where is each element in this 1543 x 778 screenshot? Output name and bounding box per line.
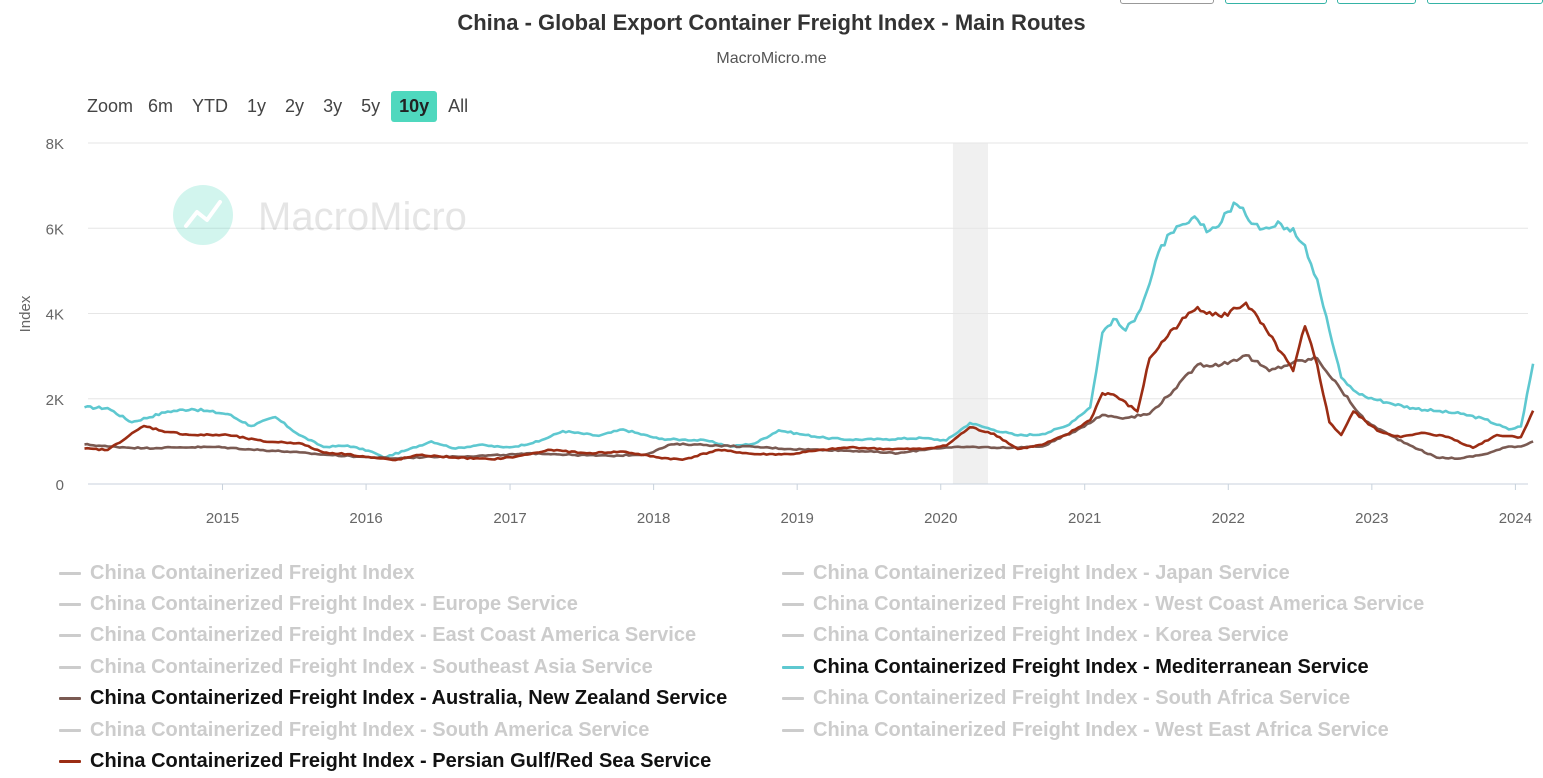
x-tick-label: 2017 xyxy=(493,510,526,527)
chart-subtitle: MacroMicro.me xyxy=(716,50,827,67)
zoom-ytd-button[interactable]: YTD xyxy=(192,96,229,116)
x-tick-label: 2015 xyxy=(206,510,239,527)
legend-item[interactable]: China Containerized Freight Index - West… xyxy=(782,590,1424,618)
legend-item[interactable]: China Containerized Freight Index - East… xyxy=(59,622,696,650)
legend-label: China Containerized Freight Index - Sout… xyxy=(813,687,1351,710)
legend-label: China Containerized Freight Index - Sout… xyxy=(90,718,650,741)
legend-item[interactable]: China Containerized Freight Index - Pers… xyxy=(59,747,711,775)
legend-swatch xyxy=(782,634,804,638)
zoom-2y-button[interactable]: 2y xyxy=(285,96,305,116)
zoom-6m-button[interactable]: 6m xyxy=(148,96,174,116)
legend-label: China Containerized Freight Index - West… xyxy=(813,592,1425,615)
legend-item[interactable]: China Containerized Freight Index - Sout… xyxy=(59,653,653,681)
legend-label: China Containerized Freight Index - Pers… xyxy=(90,749,712,772)
toolbar-button-1[interactable] xyxy=(1120,0,1214,4)
y-tick-label: 4K xyxy=(46,307,64,324)
legend-swatch xyxy=(782,665,804,669)
x-tick-label: 2021 xyxy=(1068,510,1101,527)
legend-label: China Containerized Freight Index - East… xyxy=(90,624,697,647)
watermark-logo: MacroMicro xyxy=(173,185,467,245)
legend-swatch xyxy=(59,697,81,701)
x-tick-label: 2020 xyxy=(924,510,957,527)
macromicro-logo-icon xyxy=(173,185,233,245)
x-tick-label: 2019 xyxy=(780,510,813,527)
legend-swatch xyxy=(782,728,804,732)
series-line-3 xyxy=(84,301,1535,462)
watermark-text: MacroMicro xyxy=(258,195,467,239)
zoom-all-button[interactable]: All xyxy=(448,96,469,116)
trend-line-icon xyxy=(184,200,222,228)
legend-label: China Containerized Freight Index - Euro… xyxy=(90,592,578,615)
x-tick-label: 2024 xyxy=(1499,510,1532,527)
legend-swatch xyxy=(59,665,81,669)
toolbar-button-2[interactable] xyxy=(1225,0,1327,4)
x-tick-label: 2023 xyxy=(1355,510,1388,527)
toolbar-button-3[interactable] xyxy=(1337,0,1416,4)
legend-item[interactable]: China Containerized Freight Index - Kore… xyxy=(782,622,1289,650)
chart-plot[interactable]: 0 2K 4K 6K 8K 2015 2016 2017 2018 2019 2020 2021 202… xyxy=(0,0,1543,555)
legend-swatch xyxy=(59,634,81,638)
legend-label: China Containerized Freight Index - Japa… xyxy=(813,561,1290,584)
zoom-selector: Zoom 6m YTD 1y 2y 3y 5y 10y All xyxy=(80,91,479,122)
x-tick-label: 2016 xyxy=(349,510,382,527)
legend-item[interactable]: China Containerized Freight Index - Sout… xyxy=(59,716,649,744)
zoom-10y-button[interactable]: 10y xyxy=(391,91,438,122)
y-tick-label: 2K xyxy=(46,392,64,409)
legend-item[interactable]: China Containerized Freight Index - Euro… xyxy=(59,590,578,618)
legend-item[interactable]: China Containerized Freight Index - Medi… xyxy=(782,653,1369,681)
legend-label: China Containerized Freight Index - Kore… xyxy=(813,624,1289,647)
y-tick-label: 6K xyxy=(46,221,64,238)
legend-swatch xyxy=(59,571,81,575)
series-line-1 xyxy=(84,201,1535,459)
legend-label: China Containerized Freight Index xyxy=(90,561,415,584)
y-axis-label: Index xyxy=(17,295,34,332)
x-tick-label: 2018 xyxy=(637,510,670,527)
legend-item[interactable]: China Containerized Freight Index - Japa… xyxy=(782,559,1290,587)
legend-swatch xyxy=(782,697,804,701)
chart-legend: China Containerized Freight Index China C… xyxy=(0,559,1543,778)
legend-swatch xyxy=(59,602,81,606)
legend-label: China Containerized Freight Index - Sout… xyxy=(90,655,653,678)
legend-swatch xyxy=(782,571,804,575)
legend-swatch xyxy=(59,728,81,732)
zoom-3y-button[interactable]: 3y xyxy=(323,96,343,116)
zoom-5y-button[interactable]: 5y xyxy=(361,96,381,116)
series-line-2 xyxy=(84,353,1534,461)
zoom-label: Zoom xyxy=(87,96,134,116)
legend-label: China Containerized Freight Index - Medi… xyxy=(813,655,1369,678)
legend-swatch xyxy=(59,759,81,763)
legend-item[interactable]: China Containerized Freight Index - West… xyxy=(782,716,1389,744)
legend-swatch xyxy=(782,602,804,606)
legend-item[interactable]: China Containerized Freight Index xyxy=(59,559,414,587)
legend-item[interactable]: China Containerized Freight Index - Aust… xyxy=(59,685,727,713)
legend-label: China Containerized Freight Index - Aust… xyxy=(90,687,728,710)
legend-label: China Containerized Freight Index - West… xyxy=(813,718,1389,741)
x-tick-label: 2022 xyxy=(1212,510,1245,527)
y-tick-label: 0 xyxy=(56,477,64,494)
zoom-1y-button[interactable]: 1y xyxy=(247,96,267,116)
chart-title: China - Global Export Container Freight … xyxy=(457,10,1086,35)
y-tick-label: 8K xyxy=(46,136,64,153)
legend-item[interactable]: China Containerized Freight Index - Sout… xyxy=(782,685,1350,713)
